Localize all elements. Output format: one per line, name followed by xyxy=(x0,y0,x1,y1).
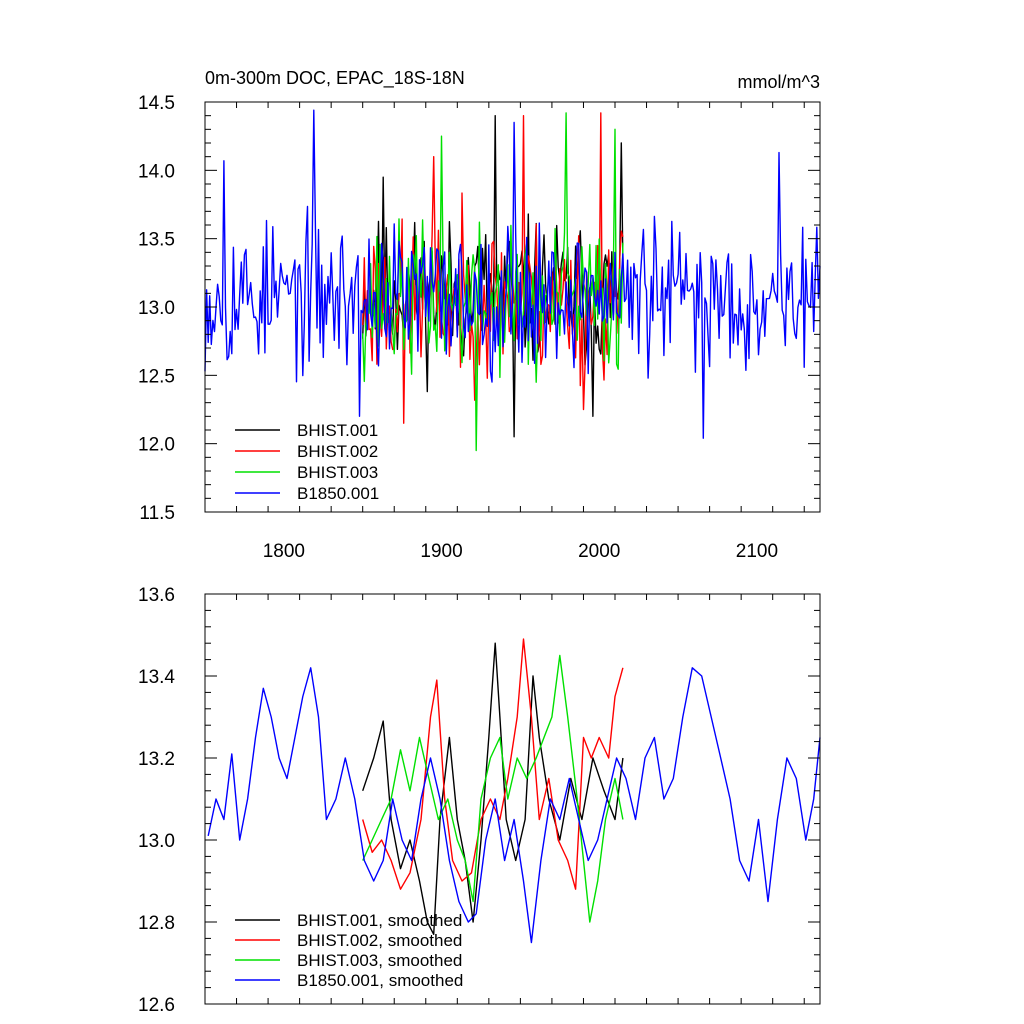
top-legend-label-2: BHIST.002 xyxy=(297,442,378,461)
top-x-tick-label: 2000 xyxy=(578,541,620,562)
bottom-legend-label-3: BHIST.003, smoothed xyxy=(297,951,462,970)
top-legend-label-1: BHIST.001 xyxy=(297,421,378,440)
bottom-y-tick-label: 12.8 xyxy=(138,913,175,934)
top-legend-label-3: BHIST.003 xyxy=(297,463,378,482)
bottom-legend-label-2: BHIST.002, smoothed xyxy=(297,931,462,950)
bottom-y-tick-label: 13.4 xyxy=(138,667,175,688)
top-panel-units: mmol/m^3 xyxy=(738,72,820,92)
top-panel: 0m-300m DOC, EPAC_18S-18N mmol/m^3 11.51… xyxy=(138,68,821,562)
bottom-panel-frame xyxy=(204,593,821,1005)
top-y-tick-label: 11.5 xyxy=(139,503,175,524)
top-y-tick-label: 13.0 xyxy=(138,298,175,319)
bottom-legend-label-4: B1850.001, smoothed xyxy=(297,971,463,990)
bottom-panel: 12.6 12.8 13.0 13.2 13.4 13.6 BHIST.001, smoo… xyxy=(138,585,821,1016)
bottom-series-line-1 xyxy=(362,642,624,935)
top-y-tick-label: 12.0 xyxy=(138,435,175,456)
top-x-tick-label: 1900 xyxy=(420,541,462,562)
bottom-y-tick-label: 13.0 xyxy=(138,831,175,852)
bottom-y-tick-label: 12.6 xyxy=(138,995,175,1016)
top-x-tick-label: 2100 xyxy=(736,541,778,562)
top-panel-ticks-layer: 11.5 12.0 12.5 13.0 13.5 14.0 14.5 1800 1900 2000… xyxy=(138,93,820,562)
bottom-series-line-4 xyxy=(207,667,821,944)
bottom-legend-label-1: BHIST.001, smoothed xyxy=(297,911,462,930)
top-y-tick-label: 14.0 xyxy=(138,161,175,182)
top-series-line-4 xyxy=(204,109,821,439)
bottom-panel-ticks-layer: 12.6 12.8 13.0 13.2 13.4 13.6 xyxy=(138,585,820,1016)
top-panel-series-layer xyxy=(204,109,821,452)
top-panel-legend: BHIST.001 BHIST.002 BHIST.003 B1850.001 xyxy=(235,421,379,503)
top-legend-label-4: B1850.001 xyxy=(297,484,379,503)
top-y-tick-label: 12.5 xyxy=(138,366,175,387)
bottom-y-tick-label: 13.2 xyxy=(138,749,175,770)
top-panel-title: 0m-300m DOC, EPAC_18S-18N xyxy=(205,68,465,89)
top-y-tick-label: 13.5 xyxy=(138,230,175,251)
bottom-y-tick-label: 13.6 xyxy=(138,585,175,606)
bottom-panel-series-layer xyxy=(207,638,821,944)
top-panel-frame xyxy=(204,101,821,513)
top-y-tick-label: 14.5 xyxy=(138,93,175,114)
bottom-series-line-3 xyxy=(362,654,624,923)
bottom-series-line-2 xyxy=(362,638,624,890)
top-x-tick-label: 1800 xyxy=(263,541,305,562)
